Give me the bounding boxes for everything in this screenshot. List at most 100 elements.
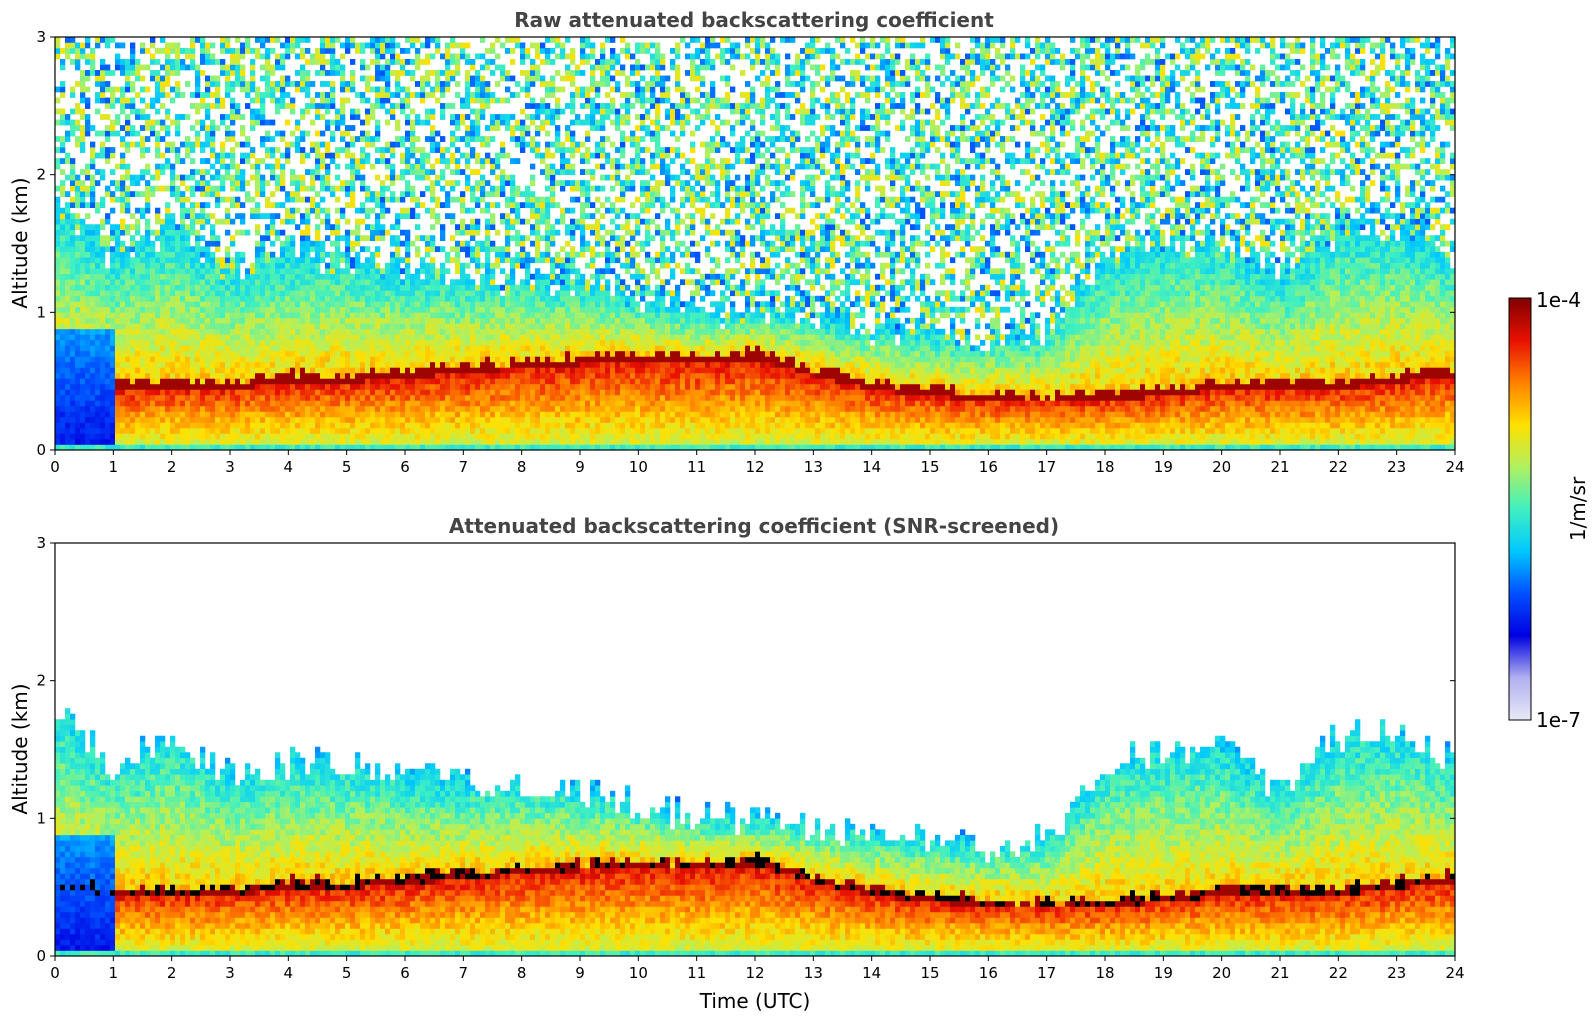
heatmap-cell — [385, 400, 391, 407]
heatmap-cell — [485, 334, 491, 341]
heatmap-cell — [90, 389, 96, 396]
heatmap-cell — [120, 334, 126, 341]
heatmap-cell — [330, 273, 336, 280]
heatmap-cell — [390, 361, 396, 368]
heatmap-cell — [110, 97, 116, 104]
heatmap-cell — [180, 328, 186, 335]
heatmap-cell — [355, 361, 361, 368]
heatmap-cell — [435, 400, 441, 407]
heatmap-cell — [380, 328, 386, 335]
heatmap-cell — [315, 389, 321, 396]
heatmap-cell — [185, 53, 191, 60]
heatmap-cell — [155, 169, 161, 175]
heatmap-cell — [385, 328, 391, 335]
heatmap-cell — [160, 119, 166, 126]
heatmap-cell — [390, 328, 396, 335]
heatmap-cell — [295, 262, 301, 269]
heatmap-cell — [445, 301, 451, 308]
heatmap-cell — [470, 92, 476, 98]
heatmap-cell — [325, 367, 331, 374]
heatmap-cell — [340, 213, 346, 220]
heatmap-cell — [170, 290, 176, 297]
heatmap-cell — [245, 350, 251, 357]
heatmap-cell — [150, 37, 156, 43]
heatmap-cell — [210, 213, 216, 220]
heatmap-cell — [125, 141, 131, 148]
heatmap-cell — [110, 268, 116, 275]
heatmap-cell — [330, 301, 336, 308]
heatmap-cell — [190, 394, 196, 401]
heatmap-cell — [175, 372, 181, 379]
heatmap-cell — [115, 130, 121, 137]
heatmap-cell — [130, 312, 136, 319]
heatmap-cell — [480, 246, 486, 253]
heatmap-cell — [235, 279, 241, 286]
heatmap-cell — [375, 119, 381, 126]
heatmap-cell — [255, 444, 261, 451]
heatmap-cell — [145, 224, 151, 231]
heatmap-cell — [315, 427, 321, 434]
heatmap-cell — [145, 416, 151, 423]
heatmap-cell — [205, 383, 211, 390]
heatmap-cell — [380, 185, 386, 192]
heatmap-cell — [85, 422, 91, 429]
heatmap-cell — [55, 86, 61, 93]
heatmap-cell — [345, 444, 351, 451]
heatmap-cell — [440, 147, 446, 153]
heatmap-cell — [190, 42, 196, 49]
heatmap-cell — [295, 273, 301, 280]
heatmap-cell — [295, 372, 301, 379]
heatmap-cell — [60, 306, 66, 313]
heatmap-cell — [280, 422, 286, 429]
heatmap-cell — [210, 284, 216, 291]
heatmap-cell — [260, 361, 266, 368]
heatmap-cell — [280, 240, 286, 247]
heatmap-cell — [335, 284, 341, 291]
heatmap-cell — [240, 86, 246, 93]
heatmap-cell — [465, 361, 471, 368]
heatmap-cell — [155, 323, 161, 330]
heatmap-cell — [265, 92, 271, 98]
heatmap-cell — [210, 125, 216, 131]
heatmap-cell — [295, 174, 301, 181]
heatmap-cell — [305, 48, 311, 54]
heatmap-cell — [160, 257, 166, 264]
heatmap-cell — [410, 427, 416, 434]
heatmap-cell — [140, 444, 146, 451]
heatmap-cell — [90, 301, 96, 308]
heatmap-cell — [295, 422, 301, 429]
heatmap-cell — [490, 361, 496, 368]
heatmap-cell — [85, 295, 91, 302]
heatmap-cell — [175, 279, 181, 286]
heatmap-cell — [220, 218, 226, 225]
heatmap-cell — [280, 416, 286, 423]
heatmap-cell — [60, 427, 66, 434]
heatmap-cell — [430, 37, 436, 43]
heatmap-cell — [175, 125, 181, 131]
heatmap-cell — [320, 257, 326, 264]
heatmap-cell — [245, 229, 251, 236]
heatmap-cell — [230, 163, 236, 170]
heatmap-cell — [85, 42, 91, 49]
heatmap-cell — [205, 273, 211, 280]
heatmap-cell — [335, 400, 341, 407]
heatmap-cell — [265, 229, 271, 236]
heatmap-cell — [370, 301, 376, 308]
heatmap-cell — [70, 405, 76, 412]
heatmap-cell — [75, 345, 81, 352]
heatmap-cell — [475, 400, 481, 407]
heatmap-cell — [355, 284, 361, 291]
heatmap-cell — [80, 295, 86, 302]
heatmap-cell — [380, 306, 386, 313]
heatmap-cell — [380, 405, 386, 412]
heatmap-cell — [275, 328, 281, 335]
heatmap-cell — [310, 196, 316, 203]
heatmap-cell — [75, 383, 81, 390]
heatmap-cell — [90, 174, 96, 181]
heatmap-cell — [115, 339, 121, 346]
heatmap-cell — [100, 235, 106, 242]
heatmap-cell — [255, 394, 261, 401]
heatmap-cell — [280, 251, 286, 258]
heatmap-cell — [420, 119, 426, 126]
heatmap-cell — [400, 295, 406, 302]
